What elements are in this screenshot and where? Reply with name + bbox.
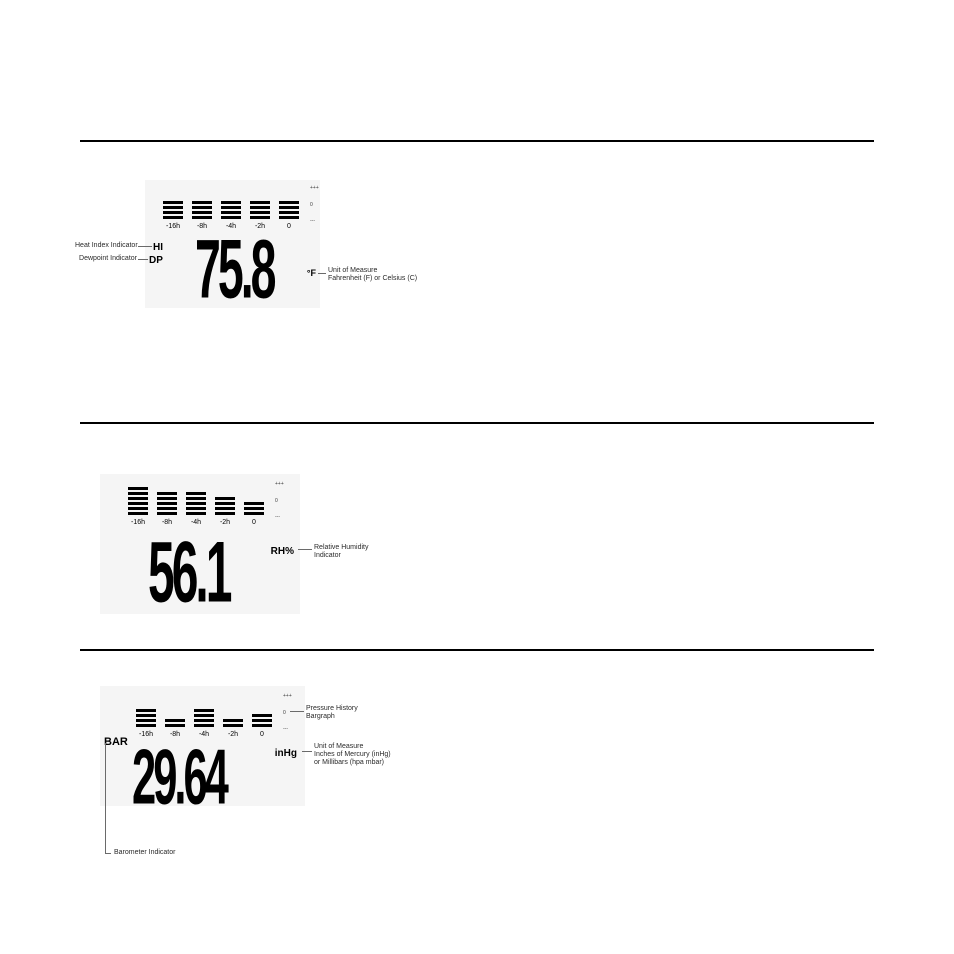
bar-yscale: --- bbox=[283, 727, 292, 732]
temperature-section: -16h -8h -4h -2h 0 +++ 0 --- HI DP 75.8 … bbox=[80, 142, 874, 422]
leader-line bbox=[298, 549, 312, 550]
bar-yscale: 0 bbox=[275, 499, 284, 504]
callout-uom-title: Unit of Measure bbox=[328, 267, 377, 274]
callout-dewpoint: Dewpoint Indicator bbox=[75, 255, 137, 263]
humidity-unit: RH% bbox=[271, 546, 294, 557]
bar-time-label: 0 bbox=[287, 223, 291, 230]
barometer-value: 29.64 bbox=[132, 732, 226, 822]
bar-time-label: -16h bbox=[166, 223, 180, 230]
temperature-panel: -16h -8h -4h -2h 0 +++ 0 --- HI DP 75.8 … bbox=[145, 180, 320, 308]
bar-time-label: -16h bbox=[131, 519, 145, 526]
leader-line bbox=[105, 853, 111, 854]
callout-ph-l1: Pressure History bbox=[306, 705, 358, 712]
temperature-value: 75.8 bbox=[195, 222, 274, 318]
callout-uom-d2: or Millibars (hpa mbar) bbox=[314, 759, 384, 766]
heat-index-indicator: HI bbox=[153, 242, 163, 253]
temperature-unit: °F bbox=[307, 268, 316, 278]
callout-rh-l1: Relative Humidity bbox=[314, 544, 368, 551]
callout-barometer-indicator: Barometer Indicator bbox=[114, 849, 175, 857]
bar-yscale: +++ bbox=[310, 186, 319, 191]
callout-rh-l2: Indicator bbox=[314, 552, 341, 559]
bar-yscale: --- bbox=[310, 219, 319, 224]
bar-yscale: +++ bbox=[275, 482, 284, 487]
humidity-value: 56.1 bbox=[148, 522, 229, 622]
barometer-label: BAR bbox=[104, 736, 128, 748]
callout-uom-title: Unit of Measure bbox=[314, 743, 363, 750]
callout-unit-of-measure: Unit of Measure Fahrenheit (F) or Celsiu… bbox=[328, 267, 417, 283]
leader-line bbox=[105, 743, 106, 853]
dewpoint-indicator: DP bbox=[149, 255, 163, 266]
humidity-section: -16h -8h -4h -2h 0 +++ 0 --- 56.1 RH% Re… bbox=[80, 424, 874, 649]
bar-yscale: --- bbox=[275, 515, 284, 520]
bar-time-label: -2h bbox=[228, 731, 238, 738]
leader-line bbox=[138, 259, 148, 260]
leader-line bbox=[318, 273, 326, 274]
leader-line bbox=[302, 751, 312, 752]
callout-barometer-uom: Unit of Measure Inches of Mercury (inHg)… bbox=[314, 743, 391, 767]
callout-uom-detail: Fahrenheit (F) or Celsius (C) bbox=[328, 275, 417, 282]
callout-relative-humidity: Relative Humidity Indicator bbox=[314, 544, 368, 560]
bar-yscale: 0 bbox=[310, 203, 319, 208]
humidity-bargraph: -16h -8h -4h -2h 0 +++ 0 --- bbox=[128, 482, 284, 526]
callout-ph-l2: Bargraph bbox=[306, 713, 335, 720]
leader-line bbox=[138, 246, 152, 247]
callout-heat-index: Heat Index Indicator bbox=[75, 242, 137, 250]
barometer-unit: inHg bbox=[275, 748, 297, 759]
leader-line bbox=[290, 711, 304, 712]
callout-uom-d1: Inches of Mercury (inHg) bbox=[314, 751, 391, 758]
bar-time-label: 0 bbox=[252, 519, 256, 526]
barometer-panel: -16h -8h -4h -2h 0 +++ 0 --- BAR 29.64 i… bbox=[100, 686, 305, 806]
bar-time-label: 0 bbox=[260, 731, 264, 738]
callout-pressure-history: Pressure History Bargraph bbox=[306, 705, 358, 721]
bar-yscale: +++ bbox=[283, 694, 292, 699]
humidity-panel: -16h -8h -4h -2h 0 +++ 0 --- 56.1 RH% bbox=[100, 474, 300, 614]
barometer-section: -16h -8h -4h -2h 0 +++ 0 --- BAR 29.64 i… bbox=[80, 651, 874, 901]
